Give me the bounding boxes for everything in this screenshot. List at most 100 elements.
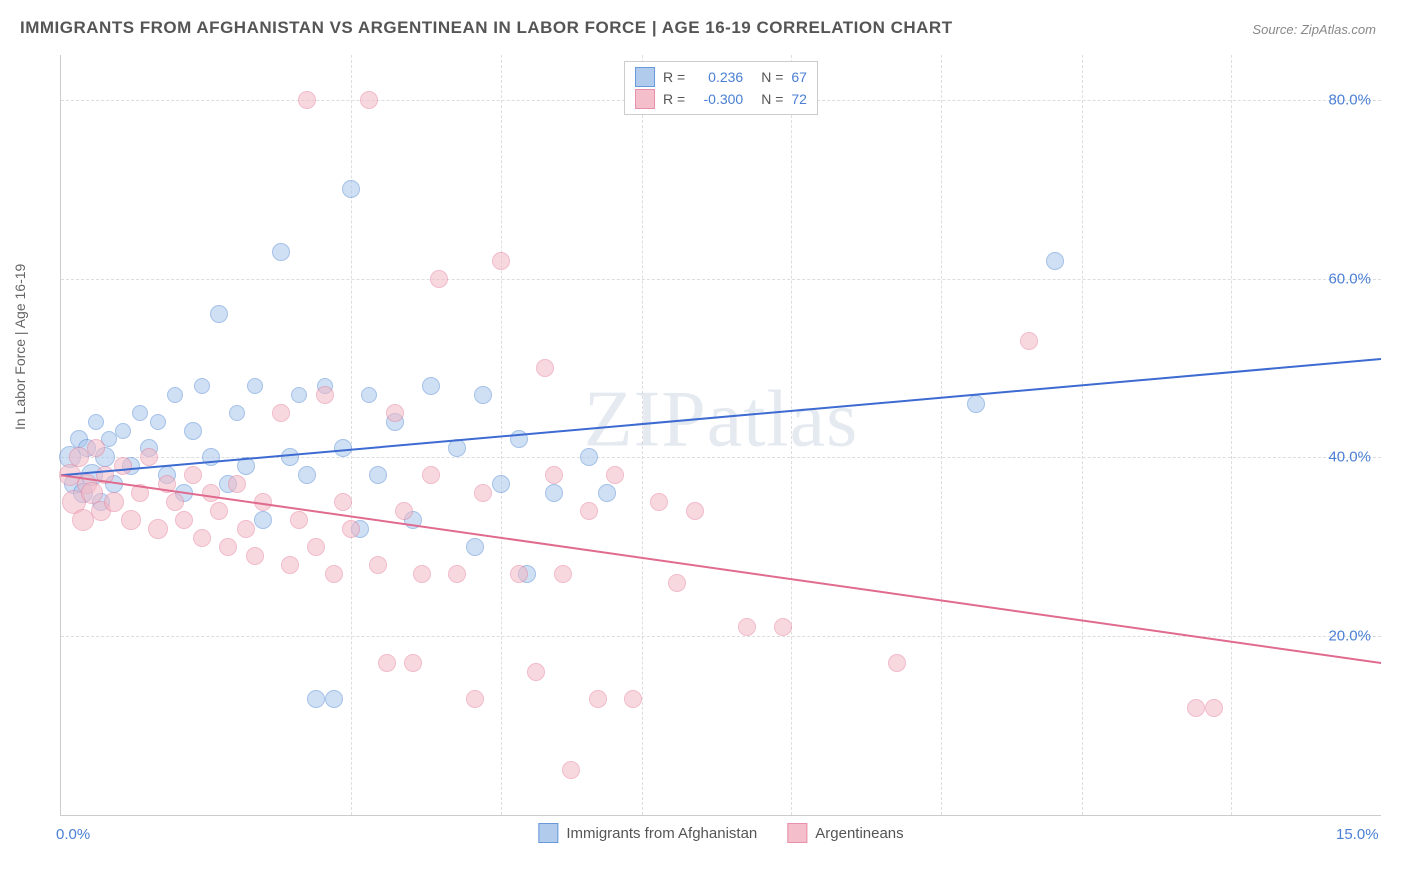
source-value: ZipAtlas.com — [1301, 22, 1376, 37]
grid-line-h — [61, 457, 1381, 458]
scatter-point — [166, 493, 184, 511]
scatter-point — [210, 305, 228, 323]
scatter-point — [325, 690, 343, 708]
scatter-point — [474, 386, 492, 404]
legend-stats-row-2: R = -0.300 N = 72 — [635, 88, 807, 110]
scatter-point — [967, 395, 985, 413]
legend-bottom: Immigrants from Afghanistan Argentineans — [538, 823, 903, 843]
x-tick-label: 15.0% — [1336, 826, 1379, 843]
scatter-point — [369, 466, 387, 484]
legend-label-1: Immigrants from Afghanistan — [566, 825, 757, 842]
r-label-2: R = — [663, 88, 685, 110]
scatter-point — [325, 565, 343, 583]
scatter-point — [650, 493, 668, 511]
scatter-point — [361, 387, 377, 403]
scatter-point — [334, 493, 352, 511]
scatter-point — [369, 556, 387, 574]
scatter-point — [360, 91, 378, 109]
scatter-point — [291, 387, 307, 403]
source-label: Source: — [1252, 22, 1297, 37]
scatter-point — [536, 359, 554, 377]
scatter-point — [96, 466, 114, 484]
y-axis-label: In Labor Force | Age 16-19 — [12, 264, 28, 430]
n-value-2: 72 — [791, 88, 807, 110]
grid-line-v — [1082, 55, 1083, 815]
legend-label-2: Argentineans — [815, 825, 903, 842]
source-credit: Source: ZipAtlas.com — [1252, 22, 1376, 37]
scatter-point — [104, 492, 124, 512]
scatter-point — [474, 484, 492, 502]
scatter-point — [237, 457, 255, 475]
scatter-point — [466, 690, 484, 708]
legend-stats-box: R = 0.236 N = 67 R = -0.300 N = 72 — [624, 61, 818, 115]
scatter-point — [132, 405, 148, 421]
scatter-point — [598, 484, 616, 502]
scatter-point — [668, 574, 686, 592]
scatter-point — [545, 484, 563, 502]
scatter-point — [202, 448, 220, 466]
legend-item-2: Argentineans — [787, 823, 903, 843]
scatter-point — [378, 654, 396, 672]
scatter-point — [1205, 699, 1223, 717]
scatter-point — [281, 448, 299, 466]
scatter-point — [606, 466, 624, 484]
scatter-point — [510, 430, 528, 448]
scatter-point — [247, 378, 263, 394]
scatter-point — [422, 466, 440, 484]
scatter-point — [316, 386, 334, 404]
scatter-point — [184, 466, 202, 484]
scatter-point — [386, 404, 404, 422]
scatter-point — [167, 387, 183, 403]
scatter-point — [510, 565, 528, 583]
grid-line-v — [941, 55, 942, 815]
scatter-point — [1187, 699, 1205, 717]
y-tick-label: 80.0% — [1328, 91, 1371, 108]
scatter-point — [140, 448, 158, 466]
scatter-point — [1020, 332, 1038, 350]
scatter-point — [580, 448, 598, 466]
grid-line-v — [501, 55, 502, 815]
n-value-1: 67 — [791, 66, 807, 88]
scatter-point — [281, 556, 299, 574]
scatter-point — [888, 654, 906, 672]
grid-line-v — [351, 55, 352, 815]
scatter-point — [545, 466, 563, 484]
scatter-point — [404, 654, 422, 672]
scatter-point — [88, 414, 104, 430]
grid-line-h — [61, 636, 1381, 637]
scatter-point — [527, 663, 545, 681]
scatter-point — [148, 519, 168, 539]
plot-area: ZIPatlas R = 0.236 N = 67 R = -0.300 N =… — [60, 55, 1381, 816]
legend-stats-row-1: R = 0.236 N = 67 — [635, 66, 807, 88]
scatter-point — [298, 91, 316, 109]
scatter-point — [624, 690, 642, 708]
scatter-point — [210, 502, 228, 520]
scatter-point — [413, 565, 431, 583]
scatter-point — [307, 690, 325, 708]
scatter-point — [290, 511, 308, 529]
swatch-series-2 — [635, 89, 655, 109]
scatter-point — [554, 565, 572, 583]
scatter-point — [466, 538, 484, 556]
y-tick-label: 60.0% — [1328, 270, 1371, 287]
scatter-point — [193, 529, 211, 547]
y-tick-label: 40.0% — [1328, 449, 1371, 466]
scatter-point — [131, 484, 149, 502]
watermark: ZIPatlas — [584, 374, 859, 465]
scatter-point — [115, 423, 131, 439]
scatter-point — [175, 511, 193, 529]
scatter-point — [87, 439, 105, 457]
grid-line-v — [642, 55, 643, 815]
scatter-point — [334, 439, 352, 457]
scatter-point — [121, 510, 141, 530]
scatter-point — [738, 618, 756, 636]
trend-lines — [61, 55, 1381, 815]
scatter-point — [228, 475, 246, 493]
x-tick-label: 0.0% — [56, 826, 90, 843]
scatter-point — [298, 466, 316, 484]
swatch-series-1 — [635, 67, 655, 87]
n-label-2: N = — [761, 88, 783, 110]
scatter-point — [150, 414, 166, 430]
y-tick-label: 20.0% — [1328, 628, 1371, 645]
scatter-point — [492, 252, 510, 270]
